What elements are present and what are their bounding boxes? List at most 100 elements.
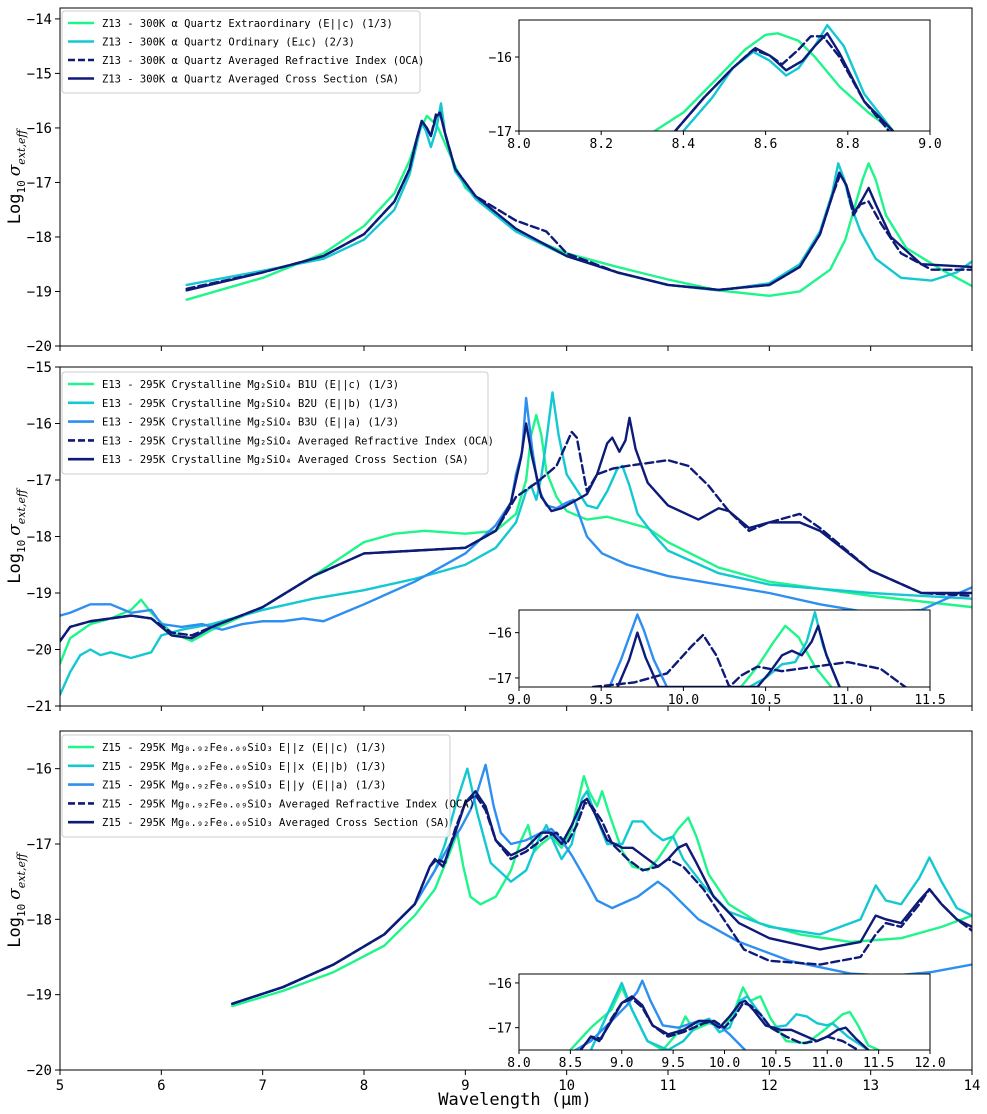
- inset-2: 9.0 9.5 10.0 10.5 11.0 11.5 −16 −17: [489, 609, 946, 708]
- inset-x-tick-label: 12.0: [914, 1056, 945, 1071]
- legend-entry: E13 - 295K Crystalline Mg₂SiO₄ B2U (E||b…: [102, 398, 399, 410]
- y-axis-title: Log10σext,eff: [5, 851, 28, 948]
- y-tick-label: −18: [27, 912, 52, 928]
- inset-y-tick-label: −16: [489, 627, 512, 642]
- y-tick-label: −16: [27, 121, 52, 137]
- inset-y-tick-label: −17: [489, 125, 512, 140]
- inset-x-tick-label: 9.0: [507, 693, 530, 708]
- legend-entry: E13 - 295K Crystalline Mg₂SiO₄ Averaged …: [102, 435, 494, 447]
- panel-1: −14 −15 −16 −17 −18 −19 −20 Log10σext,eff Z13 - …: [5, 7, 973, 355]
- legend-box: [61, 734, 451, 838]
- inset-x-tick-label: 9.5: [661, 1056, 684, 1071]
- inset-1: 8.0 8.2 8.4 8.6 8.8 9.0 −16 −17: [489, 19, 942, 152]
- legend-entry: Z15 - 295K Mg₀.₉₂Fe₀.₀₉SiO₃ E||z (E||c) …: [102, 742, 386, 754]
- panel-2-series-line-4: [60, 416, 972, 643]
- x-tick-label: 13: [862, 1078, 879, 1094]
- inset-x-tick-label: 8.6: [754, 137, 777, 152]
- legend-entry: Z15 - 295K Mg₀.₉₂Fe₀.₀₉SiO₃ Averaged Cro…: [102, 817, 450, 829]
- x-tick-label: 11: [660, 1078, 677, 1094]
- inset-x-tick-label: 8.4: [672, 137, 696, 152]
- legend-entry: Z13 - 300K α Quartz Ordinary (E⊥c) (2/3): [102, 37, 355, 49]
- legend-entry: Z13 - 300K α Quartz Extraordinary (E||c)…: [102, 18, 393, 30]
- panel-2-series-line-2: [60, 396, 972, 631]
- panel-2: −15 −16 −17 −18 −19 −20 −21 Log10σext,eff E13 - …: [5, 360, 973, 715]
- inset-y-tick-label: −16: [489, 977, 512, 992]
- y-tick-label: −19: [27, 284, 52, 300]
- inset-x-tick-label: 11.0: [812, 1056, 843, 1071]
- inset-x-tick-label: 9.0: [610, 1056, 633, 1071]
- y-tick-label: −17: [27, 837, 52, 853]
- inset-y-tick-label: −17: [489, 1022, 512, 1037]
- panel-frame: [59, 730, 973, 1071]
- panel-3-series-line-2: [231, 763, 972, 1005]
- inset-x-tick-label: 8.0: [507, 1056, 530, 1071]
- inset-x-tick-label: 10.0: [668, 693, 699, 708]
- legend-entry: Z13 - 300K α Quartz Averaged Cross Secti…: [102, 74, 399, 86]
- y-tick-label: −20: [27, 1063, 52, 1079]
- inset-x-tick-label: 11.5: [863, 1056, 894, 1071]
- panel-1-series-line-0: [185, 114, 972, 301]
- y-axis-title: Log10σext,eff: [5, 128, 28, 225]
- x-tick-label: 12: [761, 1078, 778, 1094]
- inset-2-series-line-2: [608, 613, 669, 687]
- y-tick-label: −17: [27, 175, 52, 191]
- x-tick-label: 10: [558, 1078, 575, 1094]
- legend-box: [61, 10, 421, 94]
- panel-2-series-line-3: [60, 430, 972, 643]
- x-tick-label: 6: [157, 1078, 165, 1094]
- inset-x-tick-label: 9.0: [918, 137, 941, 152]
- inset-x-tick-label: 8.8: [836, 137, 859, 152]
- y-tick-label: −17: [27, 473, 52, 489]
- inset-x-tick-label: 10.5: [750, 693, 781, 708]
- y-tick-label: −16: [27, 762, 52, 778]
- inset-1-series-line-3: [673, 32, 895, 131]
- inset-3-series-line-4: [579, 995, 870, 1050]
- y-tick-label: −20: [27, 339, 52, 355]
- inset-x-tick-label: 8.5: [559, 1056, 582, 1071]
- x-tick-label: 8: [360, 1078, 368, 1094]
- inset-3: 8.0 8.5 9.0 9.5 10.0 10.5 11.0 11.5 12.0 −16 −17: [489, 973, 946, 1071]
- legend-entry: Z15 - 295K Mg₀.₉₂Fe₀.₀₉SiO₃ Averaged Ref…: [102, 798, 475, 810]
- y-tick-label: −15: [27, 66, 52, 82]
- y-tick-label: −18: [27, 230, 52, 246]
- panel-2-series-line-0: [60, 413, 972, 665]
- legend-entry: E13 - 295K Crystalline Mg₂SiO₄ B3U (E||a…: [102, 417, 399, 429]
- inset-x-tick-label: 10.5: [760, 1056, 791, 1071]
- inset-frame: [518, 19, 931, 132]
- inset-x-tick-label: 11.5: [914, 693, 945, 708]
- y-tick-label: −15: [27, 360, 52, 376]
- y-tick-label: −16: [27, 417, 52, 433]
- inset-1-series-line-0: [653, 32, 895, 131]
- inset-x-tick-label: 11.0: [832, 693, 863, 708]
- legend-box: [61, 371, 489, 475]
- panel-3-series-line-4: [231, 790, 972, 1005]
- inset-x-tick-label: 8.2: [589, 137, 612, 152]
- inset-background: [519, 974, 930, 1050]
- y-tick-label: −14: [27, 12, 52, 28]
- inset-x-tick-label: 10.0: [709, 1056, 740, 1071]
- legend-entry: Z15 - 295K Mg₀.₉₂Fe₀.₀₉SiO₃ E||y (E||a) …: [102, 780, 386, 792]
- legend-entry: E13 - 295K Crystalline Mg₂SiO₄ B1U (E||c…: [102, 379, 399, 391]
- x-axis-title: Wavelength (μm): [438, 1090, 592, 1110]
- inset-x-tick-label: 8.0: [507, 137, 530, 152]
- inset-2-series-line-4: [616, 624, 841, 687]
- panel-1-series-line-3: [185, 111, 972, 292]
- inset-x-tick-label: 9.5: [589, 693, 612, 708]
- inset-2-series-line-3: [591, 633, 907, 687]
- inset-y-tick-label: −16: [489, 51, 512, 66]
- panel-3: 5 6 7 8 9 10 11 12 13 14 −16 −17 −18 −19 −20 Log10σext,…: [5, 730, 981, 1094]
- y-tick-label: −19: [27, 586, 52, 602]
- y-tick-label: −21: [27, 699, 52, 715]
- x-tick-label: 9: [461, 1078, 469, 1094]
- panel-frame: [59, 7, 973, 347]
- y-tick-label: −18: [27, 530, 52, 546]
- y-tick-label: −20: [27, 643, 52, 659]
- inset-y-tick-label: −17: [489, 672, 512, 687]
- legend-entry: E13 - 295K Crystalline Mg₂SiO₄ Averaged …: [102, 454, 469, 466]
- legend-entry: Z15 - 295K Mg₀.₉₂Fe₀.₀₉SiO₃ E||x (E||b) …: [102, 761, 386, 773]
- x-tick-label: 5: [56, 1078, 64, 1094]
- y-tick-label: −19: [27, 988, 52, 1004]
- inset-frame: [518, 609, 931, 688]
- x-tick-label: 14: [964, 1078, 981, 1094]
